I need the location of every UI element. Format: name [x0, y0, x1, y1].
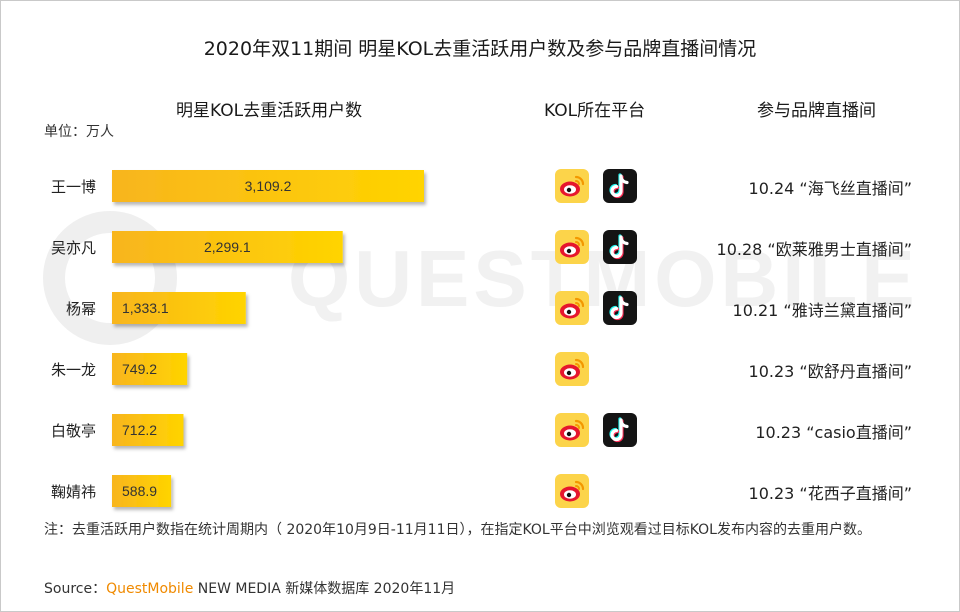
- chart-title: 2020年双11期间 明星KOL去重活跃用户数及参与品牌直播间情况: [203, 38, 757, 60]
- source-suffix: NEW MEDIA 新媒体数据库 2020年11月: [193, 581, 456, 597]
- bar-value-label: 2,299.1: [204, 239, 251, 255]
- brand-livestream-label: 10.23 “花西子直播间”: [748, 484, 912, 503]
- bar: [112, 231, 343, 263]
- category-label: 朱一龙: [50, 361, 96, 379]
- bar-value-label: 588.9: [122, 483, 157, 499]
- weibo-icon: [555, 413, 589, 447]
- brand-livestream-label: 10.28 “欧莱雅男士直播间”: [716, 240, 912, 259]
- brand-livestream-label: 10.23 “欧舒丹直播间”: [748, 362, 912, 381]
- weibo-icon: [555, 230, 589, 264]
- douyin-icon: [603, 169, 637, 203]
- source-line: Source：QuestMobile NEW MEDIA 新媒体数据库 2020…: [44, 578, 455, 598]
- brand-livestream-label: 10.21 “雅诗兰黛直播间”: [732, 301, 912, 320]
- footnote: 注：去重活跃用户数指在统计周期内（ 2020年10月9日-11月11日），在指定…: [44, 522, 871, 538]
- weibo-icon: [555, 169, 589, 203]
- weibo-icon: [555, 352, 589, 386]
- category-label: 鞠婧祎: [50, 483, 96, 501]
- bar: [112, 353, 188, 385]
- source-prefix: Source：: [44, 581, 107, 597]
- douyin-icon: [603, 291, 637, 325]
- bar: [112, 292, 246, 324]
- category-label: 杨幂: [65, 300, 96, 318]
- brand-livestream-label: 10.24 “海飞丝直播间”: [748, 179, 912, 198]
- douyin-icon: [603, 413, 637, 447]
- weibo-icon: [555, 291, 589, 325]
- bar: [112, 475, 172, 507]
- unit-label: 单位：万人: [44, 124, 114, 140]
- bar-value-label: 712.2: [122, 422, 157, 438]
- bar-value-label: 749.2: [122, 361, 157, 377]
- category-label: 白敬亭: [50, 422, 96, 440]
- column-header-platform: KOL所在平台: [544, 101, 646, 121]
- bar: [112, 414, 184, 446]
- bar-value-label: 3,109.2: [245, 178, 292, 194]
- column-header-brand: 参与品牌直播间: [757, 101, 876, 121]
- column-header-users: 明星KOL去重活跃用户数: [176, 101, 363, 121]
- source-brand: QuestMobile: [106, 581, 194, 597]
- brand-livestream-label: 10.23 “casio直播间”: [755, 423, 912, 442]
- weibo-icon: [555, 474, 589, 508]
- bar-value-label: 1,333.1: [122, 300, 169, 316]
- category-label: 王一博: [50, 178, 96, 196]
- category-label: 吴亦凡: [50, 239, 96, 257]
- douyin-icon: [603, 230, 637, 264]
- bar: [112, 170, 424, 202]
